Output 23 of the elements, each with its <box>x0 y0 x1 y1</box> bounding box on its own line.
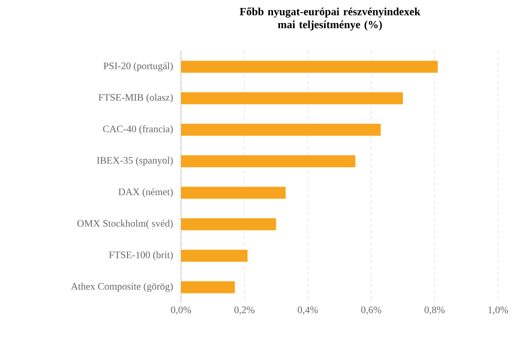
y-tick-label: CAC-40 (francia) <box>103 125 173 134</box>
bar <box>181 186 286 199</box>
y-tick-label: OMX Stockholm( svéd) <box>77 220 173 229</box>
x-tick-label: 0,0% <box>171 306 192 315</box>
bar <box>181 218 276 230</box>
y-tick-label: PSI-20 (portugál) <box>104 62 173 72</box>
y-tick-label: DAX (német) <box>118 188 173 198</box>
y-tick-label: Athex Composite (görög) <box>70 282 173 292</box>
bar <box>181 124 381 136</box>
bar <box>181 250 248 262</box>
y-tick-label: FTSE-100 (brit) <box>109 251 173 260</box>
x-tick-label: 0,8% <box>424 306 445 315</box>
x-tick-label: 1,0% <box>488 306 508 315</box>
bar <box>181 281 235 294</box>
bar <box>181 155 356 168</box>
bar <box>181 92 403 104</box>
x-tick-label: 0,6% <box>361 306 382 315</box>
bar <box>181 60 438 73</box>
y-tick-label: IBEX-35 (spanyol) <box>96 156 173 166</box>
x-tick-label: 0,2% <box>234 306 254 315</box>
y-tick-label: FTSE-MIB (olasz) <box>98 94 173 103</box>
x-tick-label: 0,4% <box>298 306 318 315</box>
chart-title: Főbb nyugat-európai részvényindexek mai teljesítménye (%) <box>240 7 420 31</box>
